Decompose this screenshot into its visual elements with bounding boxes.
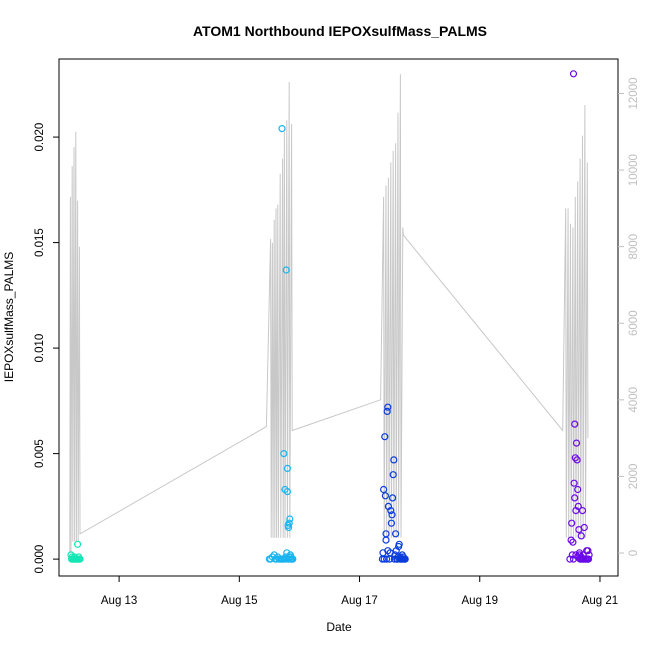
data-point — [579, 551, 587, 559]
data-point — [286, 515, 294, 523]
data-point — [389, 471, 397, 479]
data-point — [380, 485, 388, 494]
data-point — [76, 555, 84, 563]
data-point — [577, 532, 585, 540]
data-point — [574, 502, 582, 510]
y2-tick-label: 2000 — [628, 464, 640, 490]
data-point — [573, 456, 581, 464]
data-point — [285, 519, 293, 527]
data-point — [282, 266, 290, 274]
data-point — [384, 403, 392, 411]
altitude-layer — [69, 74, 589, 554]
data-point — [567, 536, 575, 544]
data-point — [572, 551, 580, 559]
y-tick-label: 0.005 — [34, 439, 46, 468]
y2-tick-label: 8000 — [628, 234, 640, 260]
data-point — [584, 555, 593, 563]
data-point — [392, 547, 400, 555]
x-tick-label: Aug 19 — [462, 595, 498, 607]
data-point — [391, 551, 399, 559]
y-tick-label: 0.010 — [34, 334, 46, 363]
data-point — [571, 494, 579, 502]
y2-tick-label: 0 — [628, 550, 640, 556]
data-point — [395, 540, 403, 548]
x-axis-label: Date — [326, 620, 352, 634]
data-point — [283, 464, 291, 472]
y2-tick-label: 12000 — [628, 78, 640, 110]
data-point — [578, 507, 587, 515]
data-point — [280, 450, 288, 458]
x-tick-label: Aug 17 — [341, 595, 377, 607]
data-point — [283, 549, 291, 557]
data-point — [383, 407, 391, 415]
data-point — [389, 494, 397, 502]
data-point — [580, 523, 588, 532]
data-point — [569, 538, 577, 546]
x-axis: Aug 13 Aug 15 Aug 17 Aug 19 Aug 21 — [101, 576, 618, 607]
data-point — [73, 540, 82, 548]
x-tick-label: Aug 15 — [221, 595, 257, 607]
y2-tick-label: 4000 — [628, 387, 640, 413]
y2-tick-label: 10000 — [628, 154, 640, 186]
y-tick-label: 0.020 — [34, 123, 46, 152]
data-point — [278, 125, 286, 133]
y2-tick-label: 6000 — [628, 310, 640, 336]
chart-title: ATOM1 Northbound IEPOXsulfMass_PALMS — [193, 23, 487, 39]
data-point — [390, 555, 398, 563]
plot-frame — [58, 58, 619, 577]
x-tick-label: Aug 13 — [101, 595, 137, 607]
data-point — [584, 547, 592, 555]
data-point — [572, 439, 581, 447]
data-point — [383, 555, 391, 563]
data-point — [569, 70, 578, 78]
data-point — [568, 519, 576, 527]
data-point — [571, 454, 579, 462]
x-tick-label: Aug 21 — [582, 595, 618, 607]
data-point — [388, 511, 396, 519]
data-point — [382, 536, 390, 544]
points-layer — [67, 70, 593, 563]
data-point — [571, 420, 579, 428]
data-point — [387, 519, 395, 527]
data-point — [381, 492, 389, 500]
data-point — [392, 530, 400, 538]
altitude-line — [69, 74, 589, 554]
data-point — [575, 549, 584, 557]
data-point — [283, 488, 291, 496]
y-axis: 0.000 0.005 0.010 0.015 0.020 — [34, 123, 59, 574]
data-point — [390, 456, 398, 464]
data-point — [380, 555, 388, 563]
data-point — [381, 433, 389, 441]
y-tick-label: 0.000 — [34, 545, 46, 574]
data-point — [387, 507, 395, 515]
y-axis-label: IEPOXsulfMass_PALMS — [2, 252, 16, 383]
data-point — [570, 479, 578, 487]
right-y-axis: 0 2000 4000 6000 8000 10000 12000 — [618, 78, 640, 556]
data-point — [574, 485, 582, 494]
data-point — [285, 523, 293, 532]
y-tick-label: 0.015 — [34, 228, 46, 257]
data-point — [401, 555, 409, 563]
